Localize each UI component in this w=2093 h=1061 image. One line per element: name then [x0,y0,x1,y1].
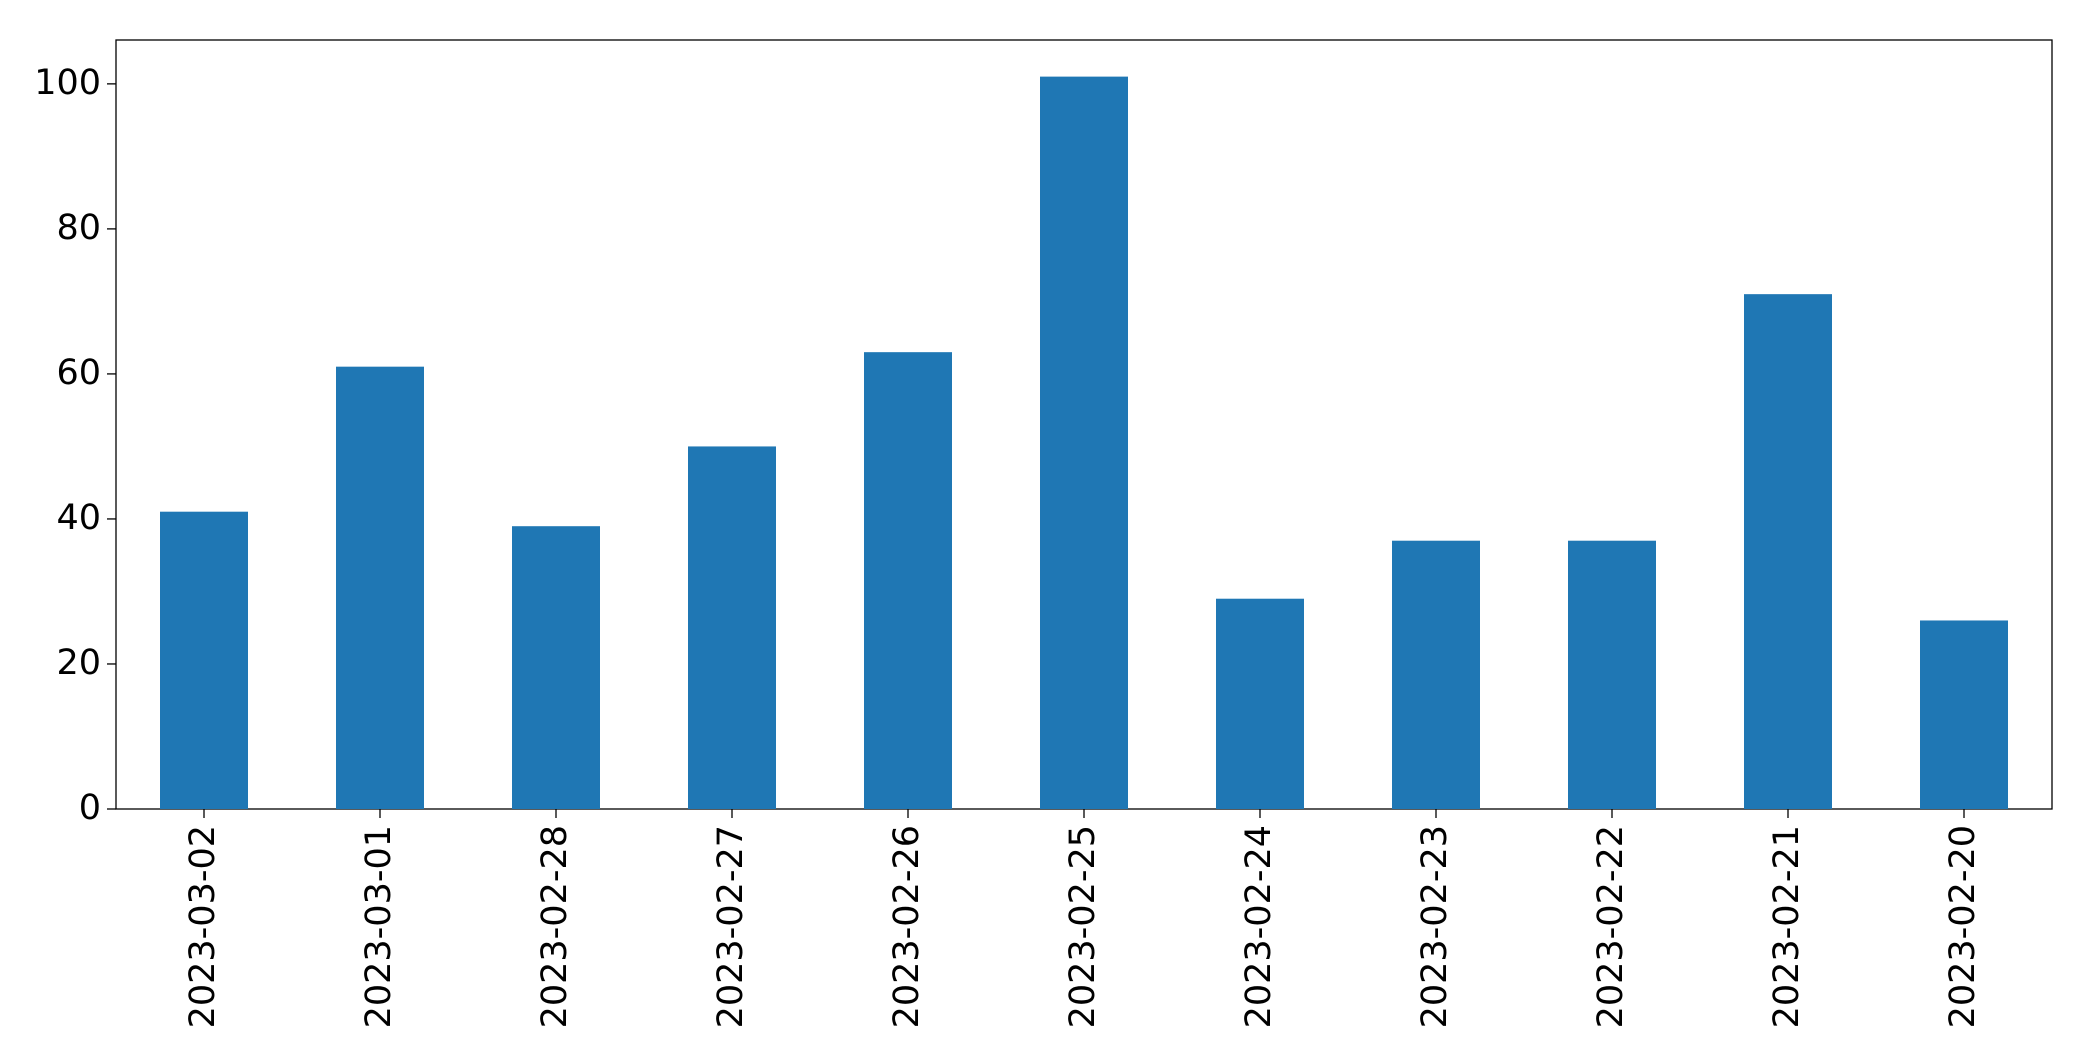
bar [1040,76,1128,810]
bar [512,526,600,809]
x-tick-label: 2023-02-21 [1767,825,1807,1028]
bar [688,446,776,809]
x-tick-label: 2023-02-22 [1591,825,1631,1028]
x-tick-label: 2023-02-23 [1415,825,1455,1028]
bar [1920,620,2008,809]
x-tick-label: 2023-03-01 [359,825,399,1028]
y-tick-label: 20 [56,643,101,683]
bar [1744,294,1832,809]
x-tick-label: 2023-02-27 [711,825,751,1028]
bar [864,352,952,809]
y-tick-label: 60 [56,353,101,393]
x-tick-label: 2023-02-26 [887,825,927,1028]
bar [336,366,424,809]
bar [1216,598,1304,809]
x-tick-label: 2023-03-02 [183,825,223,1028]
y-tick-label: 0 [79,788,101,828]
x-tick-label: 2023-02-20 [1943,825,1983,1028]
bar [1568,540,1656,809]
bar [1392,540,1480,809]
bar [160,511,248,809]
x-tick-label: 2023-02-28 [535,825,575,1028]
y-tick-label: 40 [56,498,101,538]
x-tick-label: 2023-02-25 [1063,825,1103,1028]
y-tick-label: 80 [56,208,101,248]
x-tick-label: 2023-02-24 [1239,825,1279,1028]
y-tick-label: 100 [34,63,101,103]
